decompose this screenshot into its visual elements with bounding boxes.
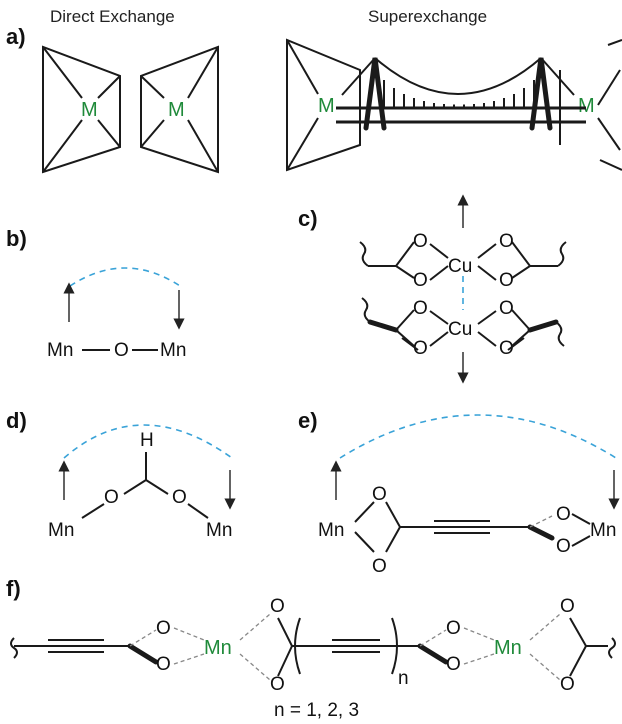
o-label: O — [372, 556, 387, 577]
coupling-path — [339, 414, 617, 459]
metal-label: M — [578, 95, 595, 117]
cu-label: Cu — [448, 319, 472, 340]
o-label: O — [499, 270, 514, 291]
repeat-caption: n = 1, 2, 3 — [274, 700, 359, 721]
mn-label: Mn — [590, 520, 616, 541]
metal-label: M — [81, 99, 98, 121]
o-label: O — [560, 674, 575, 695]
repeat-n-label: n — [398, 668, 409, 689]
o-label: O — [413, 338, 428, 359]
panel-label-e: e) — [298, 408, 318, 433]
cu-label: Cu — [448, 256, 472, 277]
panel-label-b: b) — [6, 226, 27, 251]
metal-label: M — [168, 99, 185, 121]
o-label: O — [270, 596, 285, 617]
o-label: O — [114, 340, 129, 361]
o-label: O — [172, 487, 187, 508]
o-label: O — [156, 654, 171, 675]
mn-label: Mn — [318, 520, 344, 541]
panel-e: e) Mn O O O O Mn — [298, 408, 620, 577]
o-label: O — [499, 298, 514, 319]
o-label: O — [446, 618, 461, 639]
panel-label-c: c) — [298, 206, 318, 231]
o-label: O — [413, 231, 428, 252]
panel-label-d: d) — [6, 408, 27, 433]
superexchange-bridge: M M — [286, 38, 622, 172]
panel-label-a: a) — [6, 24, 26, 49]
o-label: O — [556, 504, 571, 525]
mn-label: Mn — [206, 520, 232, 541]
o-label: O — [104, 487, 119, 508]
coupling-path — [63, 424, 233, 459]
panel-d: d) H O O Mn Mn — [6, 408, 236, 541]
o-label: O — [156, 618, 171, 639]
o-label: O — [413, 298, 428, 319]
panel-a: a) Direct Exchange Superexchange M M M — [6, 7, 622, 174]
o-label: O — [270, 674, 285, 695]
o-label: O — [556, 536, 571, 557]
panel-label-f: f) — [6, 576, 21, 601]
coupling-path — [69, 267, 181, 287]
o-label: O — [560, 596, 575, 617]
metal-label: M — [318, 95, 335, 117]
superexchange-title: Superexchange — [368, 7, 487, 26]
panel-c: c) Cu Cu O O O O O O O O — [298, 194, 567, 384]
o-label: O — [413, 270, 428, 291]
o-label: O — [499, 338, 514, 359]
mn-label: Mn — [47, 340, 73, 361]
panel-b: b) Mn O Mn — [6, 226, 186, 361]
direct-exchange-left-metal: M — [42, 45, 121, 174]
o-label: O — [446, 654, 461, 675]
o-label: O — [499, 231, 514, 252]
mn-label: Mn — [48, 520, 74, 541]
mn-label: Mn — [494, 637, 522, 659]
h-label: H — [140, 430, 154, 451]
panel-f: f) O O Mn O O n O O Mn O O n = 1, 2, 3 — [6, 576, 616, 721]
direct-exchange-right-metal: M — [140, 45, 219, 174]
mn-label: Mn — [160, 340, 186, 361]
mn-label: Mn — [204, 637, 232, 659]
direct-exchange-title: Direct Exchange — [50, 7, 175, 26]
o-label: O — [372, 484, 387, 505]
